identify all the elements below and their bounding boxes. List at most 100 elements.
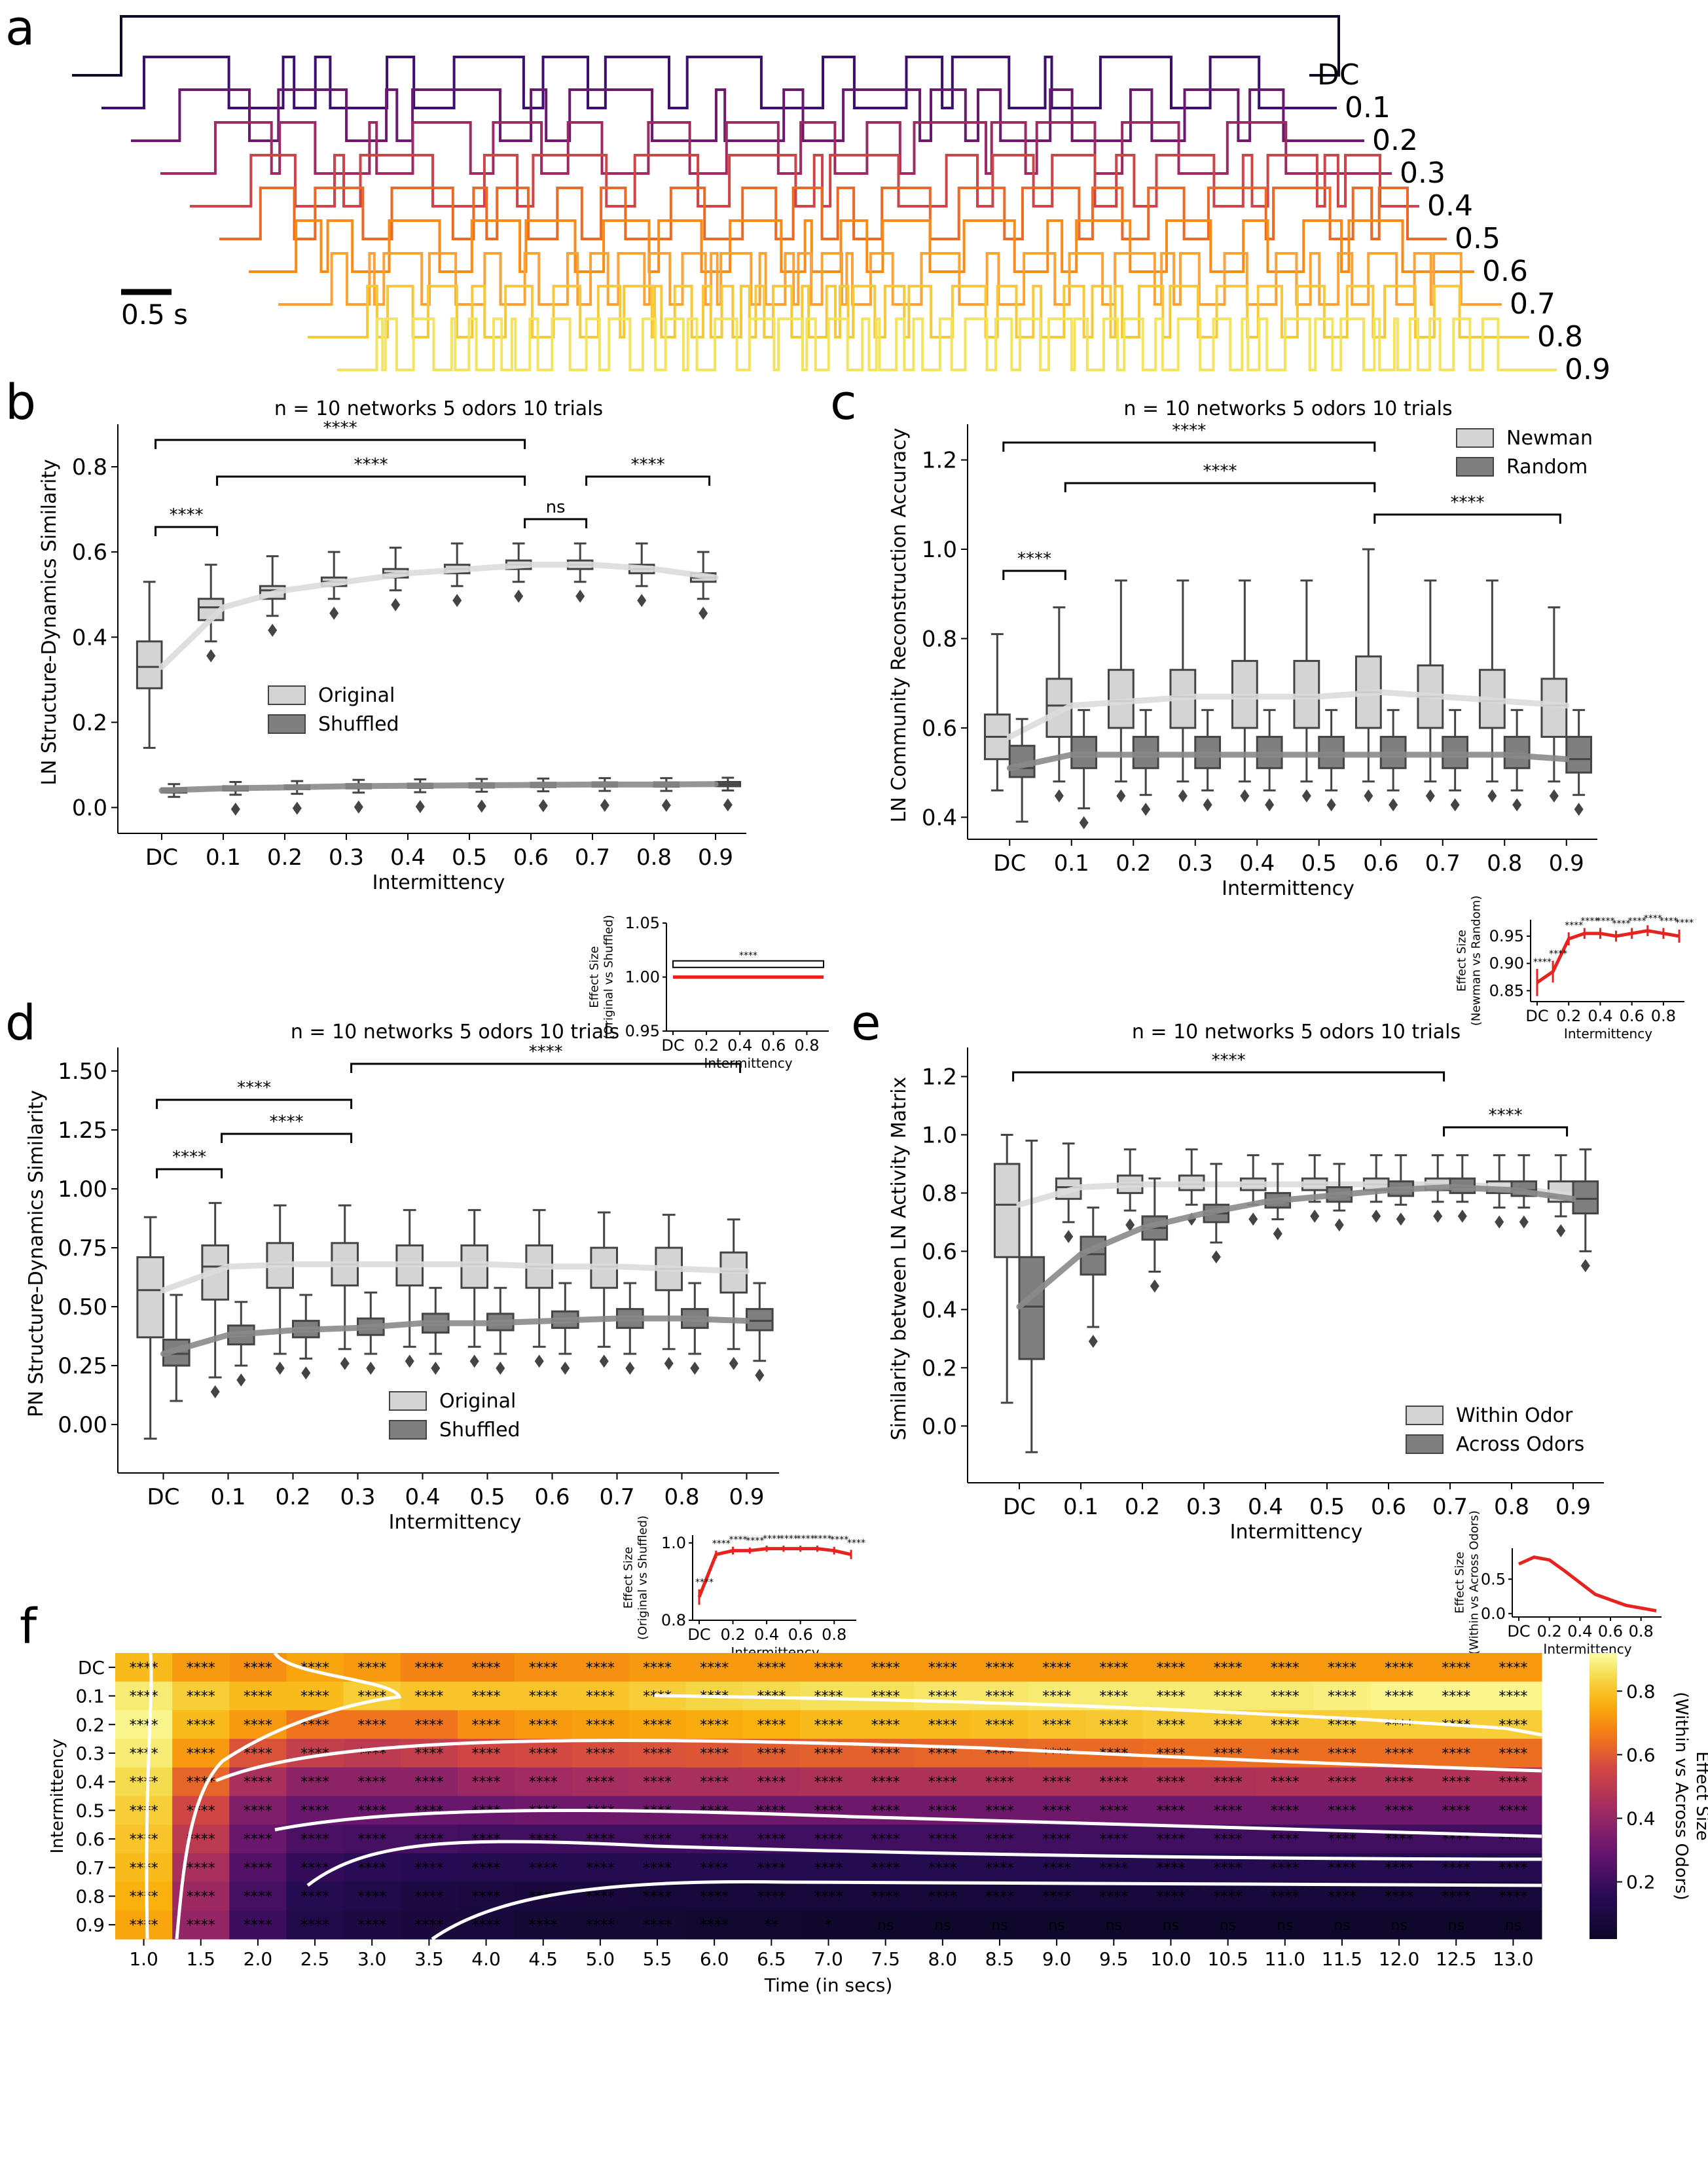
heatmap-cell-label: **** bbox=[472, 1660, 501, 1677]
heatmap-cell-label: ns bbox=[1277, 1917, 1293, 1934]
heatmap-cell bbox=[172, 1825, 230, 1854]
heatmap-cell bbox=[1142, 1739, 1200, 1768]
heatmap-cell bbox=[971, 1767, 1029, 1796]
heatmap-cell-label: **** bbox=[871, 1775, 900, 1791]
heatmap-y-tick-label: 0.7 bbox=[75, 1857, 105, 1879]
x-tick-label: DC bbox=[993, 850, 1026, 877]
heatmap-cell-label: **** bbox=[414, 1717, 443, 1734]
outlier-marker bbox=[1310, 1209, 1320, 1223]
heatmap-cell bbox=[1199, 1653, 1257, 1682]
y-tick-label: 1.0 bbox=[922, 1122, 957, 1148]
heatmap-cell-label: **** bbox=[1271, 1861, 1299, 1877]
heatmap-cell bbox=[457, 1825, 515, 1854]
heatmap-cell bbox=[1370, 1653, 1428, 1682]
heatmap-cell-label: ns bbox=[991, 1917, 1008, 1934]
x-tick-label: 0.6 bbox=[1363, 850, 1398, 877]
heatmap-cell-label: **** bbox=[244, 1861, 272, 1877]
heatmap-cell-label: ns bbox=[1390, 1917, 1407, 1934]
outlier-marker bbox=[1425, 789, 1435, 803]
heatmap-y-tick-label: DC bbox=[78, 1657, 105, 1679]
heatmap-cell-label: **** bbox=[300, 1689, 329, 1705]
inset-sig-label: **** bbox=[1580, 917, 1599, 927]
heatmap-cell bbox=[343, 1653, 401, 1682]
heatmap-cell-label: **** bbox=[472, 1917, 501, 1934]
heatmap-cell-label: **** bbox=[1271, 1775, 1299, 1791]
heatmap-cell-label: **** bbox=[1328, 1889, 1356, 1905]
heatmap-cell-label: **** bbox=[130, 1861, 158, 1877]
heatmap-cell-label: **** bbox=[1214, 1861, 1243, 1877]
heatmap-cell-label: **** bbox=[1442, 1861, 1470, 1877]
outlier-marker bbox=[292, 801, 302, 815]
heatmap-cell bbox=[515, 1653, 572, 1682]
panel-label-d: d bbox=[5, 995, 36, 1051]
heatmap-cell bbox=[1085, 1881, 1143, 1911]
heatmap-cell-label: **** bbox=[1499, 1775, 1527, 1791]
heatmap-cell bbox=[400, 1853, 458, 1883]
heatmap-cell-label: ns bbox=[1448, 1917, 1464, 1934]
x-tick-label: 0.3 bbox=[1186, 1494, 1222, 1520]
sig-label: **** bbox=[1017, 549, 1051, 569]
heatmap-y-tick-label: 0.3 bbox=[75, 1743, 105, 1764]
heatmap-cell bbox=[914, 1825, 972, 1854]
heatmap-x-tick-label: 10.5 bbox=[1207, 1948, 1248, 1970]
heatmap-cell-label: **** bbox=[357, 1889, 386, 1905]
heatmap-cell bbox=[286, 1767, 344, 1796]
heatmap-cell-label: **** bbox=[757, 1832, 786, 1848]
heatmap-cell bbox=[1028, 1767, 1086, 1796]
heatmap-cell bbox=[628, 1767, 687, 1796]
heatmap-cell-label: **** bbox=[985, 1861, 1014, 1877]
x-tick-label: 0.4 bbox=[390, 844, 426, 871]
outlier-marker bbox=[1301, 789, 1311, 803]
heatmap-cell bbox=[628, 1825, 687, 1854]
inset-y-tick-label: 0.90 bbox=[1489, 954, 1524, 973]
heatmap-cell-label: **** bbox=[700, 1746, 729, 1762]
heatmap-cell bbox=[1142, 1710, 1200, 1739]
heatmap-cell-label: **** bbox=[1214, 1660, 1243, 1677]
heatmap-cell bbox=[343, 1710, 401, 1739]
heatmap-cell-label: **** bbox=[1442, 1660, 1470, 1677]
x-tick-label: 0.5 bbox=[452, 844, 487, 871]
heatmap-cell-label: **** bbox=[1385, 1803, 1413, 1819]
inset-y-label: Effect Size (Original vs Shuffled) bbox=[621, 1516, 649, 1640]
heatmap-cell-label: **** bbox=[1442, 1775, 1470, 1791]
inset-series-line bbox=[697, 1547, 852, 1598]
heatmap-cell bbox=[1313, 1681, 1372, 1711]
heatmap-cell bbox=[1085, 1710, 1143, 1739]
heatmap-cell bbox=[515, 1825, 572, 1854]
heatmap-cell-label: **** bbox=[1214, 1717, 1243, 1734]
heatmap-cell-label: **** bbox=[244, 1775, 272, 1791]
heatmap-cell-label: **** bbox=[357, 1660, 386, 1677]
heatmap-cell-label: **** bbox=[1271, 1832, 1299, 1848]
outlier-marker bbox=[1495, 1215, 1504, 1229]
x-tick-label: 0.1 bbox=[1054, 850, 1089, 877]
heatmap-cell bbox=[971, 1710, 1029, 1739]
heatmap-cell bbox=[343, 1767, 401, 1796]
heatmap-cell-label: **** bbox=[244, 1917, 272, 1934]
trend-line bbox=[158, 781, 719, 793]
heatmap-cell bbox=[1085, 1910, 1143, 1940]
heatmap-x-tick-label: 12.0 bbox=[1379, 1948, 1419, 1970]
x-tick-label: 0.2 bbox=[1116, 850, 1151, 877]
heatmap-cell-label: **** bbox=[1442, 1689, 1470, 1705]
heatmap-cell-label: **** bbox=[357, 1832, 386, 1848]
heatmap-cell-label: **** bbox=[1328, 1660, 1356, 1677]
heatmap-cell bbox=[343, 1910, 401, 1940]
heatmap-cell-label: **** bbox=[130, 1746, 158, 1762]
inset-y-tick-label: 0.95 bbox=[625, 1022, 660, 1040]
heatmap-cell-label: **** bbox=[871, 1889, 900, 1905]
heatmap-cell bbox=[628, 1739, 687, 1768]
heatmap-cell bbox=[685, 1767, 744, 1796]
panel-f-heatmap: **** **** **** **** **** **** **** **** **** ****… bbox=[48, 1652, 1708, 1996]
outlier-marker bbox=[538, 799, 548, 812]
heatmap-cell bbox=[400, 1881, 458, 1911]
heatmap-cell-label: **** bbox=[700, 1775, 729, 1791]
inset-x-tick-label: 0.4 bbox=[1567, 1622, 1592, 1641]
heatmap-cell-label: **** bbox=[1214, 1889, 1243, 1905]
y-tick-label: 1.0 bbox=[922, 537, 957, 563]
heatmap-cell-label: **** bbox=[1042, 1746, 1071, 1762]
x-tick-label: DC bbox=[145, 844, 178, 871]
heatmap-cell-label: **** bbox=[586, 1717, 615, 1734]
y-tick-label: 1.2 bbox=[922, 1064, 957, 1090]
inset-x-tick-label: 0.8 bbox=[794, 1036, 819, 1055]
inset-sig-label: **** bbox=[712, 1539, 731, 1550]
